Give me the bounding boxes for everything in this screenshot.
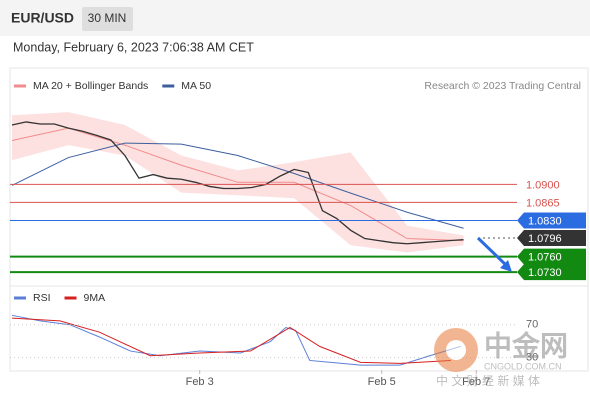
legend-swatch [64,296,77,300]
x-tick-label: Feb 3 [186,376,214,388]
x-tick-label: Feb 7 [462,376,490,388]
interval-box [82,7,133,31]
trend-arrow-head [500,260,512,272]
x-tick-label: Feb 5 [368,376,396,388]
watermark-site: CNGOLD.COM.CN [484,361,562,371]
series-line [11,142,464,229]
legend-swatch [162,84,175,88]
legend-swatch [14,296,26,300]
level-box [517,212,586,229]
level-label: 1.0830 [528,215,562,227]
panel-frame [9,67,589,372]
watermark-logo-inner [446,340,466,360]
level-label: 1.0730 [528,267,562,279]
series-line [11,121,464,245]
level-label: 1.0760 [528,252,562,264]
timestamp: Monday, February 6, 2023 7:06:38 AM CET [13,40,254,54]
marks: MA 20 + Bollinger Bands MA 50 Research © 2… [10,80,586,388]
legend-label: RSI [33,292,51,304]
legend-label: 9MA [84,292,106,304]
legend-label: MA 50 [181,80,211,92]
source: Research © 2023 Trading Central [424,80,581,92]
level-box [517,248,586,265]
level-box [517,230,586,247]
watermark-brand: 中金网 [484,329,568,361]
symbol: EUR/USD [11,10,74,26]
legend-label: MA 20 + Bollinger Bands [33,80,148,92]
series-line [11,317,451,364]
level-label: 1.0796 [528,233,562,245]
level-box [517,264,586,281]
watermark: 中金网 CNGOLD.COM.CN 中 文 财 经 新 媒 体 [434,328,568,388]
series-line [11,314,461,366]
series-line [11,127,464,242]
interval: 30 MIN [88,11,127,25]
trend-arrow [476,236,509,268]
legend-swatch [14,84,26,88]
watermark-slogan: 中 文 财 经 新 媒 体 [436,373,540,388]
level-label: 1.0865 [526,197,560,209]
y-tick-label: 30 [526,352,538,364]
level-label: 1.0900 [526,179,560,191]
y-tick-label: 70 [526,319,538,331]
